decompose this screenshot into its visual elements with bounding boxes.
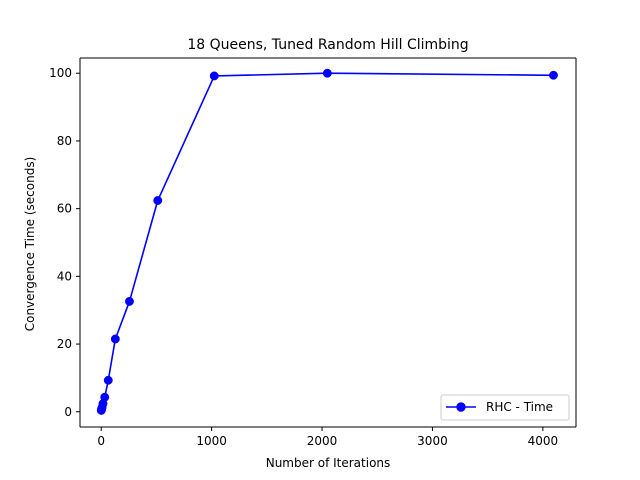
chart-title: 18 Queens, Tuned Random Hill Climbing — [187, 37, 468, 53]
data-point-11 — [322, 68, 332, 78]
y-tick-label-1: 20 — [57, 337, 72, 351]
y-axis-label: Convergence Time (seconds) — [23, 157, 37, 332]
x-tick-label-2: 2000 — [307, 434, 338, 448]
data-point-8 — [125, 296, 134, 306]
plot-layer: 0 1000 2000 3000 4000 0 20 40 60 80 100 — [49, 57, 577, 448]
x-tick-label-0: 0 — [97, 434, 105, 448]
legend-box — [440, 394, 570, 421]
data-point-6 — [103, 375, 113, 385]
data-point-7 — [110, 334, 120, 344]
y-tick-label-3: 60 — [57, 202, 72, 216]
x-tick-label-4: 4000 — [528, 434, 559, 448]
data-point-10 — [209, 71, 219, 81]
x-tick-label-3: 3000 — [417, 434, 448, 448]
legend-label: RHC - Time — [486, 400, 553, 414]
data-point-9 — [153, 196, 163, 205]
plot-area — [80, 58, 576, 427]
y-tick-label-0: 0 — [64, 405, 72, 419]
y-tick-label-4: 80 — [57, 134, 72, 148]
data-point-12 — [549, 70, 558, 80]
y-tick-label-5: 100 — [49, 66, 72, 80]
x-tick-label-1: 1000 — [196, 434, 227, 448]
x-axis-label: Number of Iterations — [266, 456, 391, 470]
y-tick-label-2: 40 — [57, 269, 72, 283]
legend-marker-sample — [456, 402, 466, 412]
legend: RHC - Time — [440, 394, 570, 421]
data-point-5 — [100, 392, 110, 402]
